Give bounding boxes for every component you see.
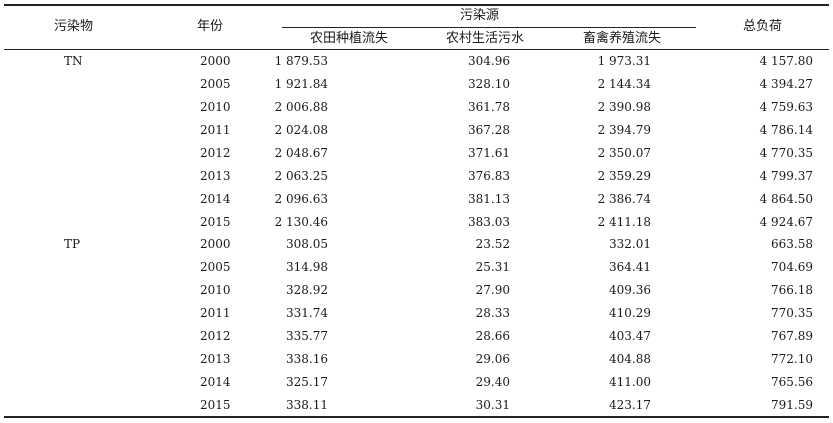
cell-rural: 29.06 xyxy=(475,352,510,367)
cell-total: 772.10 xyxy=(771,352,813,367)
header-farm: 农田种植流失 xyxy=(310,31,389,46)
cell-total: 765.56 xyxy=(771,375,813,390)
cell-rural: 23.52 xyxy=(475,237,510,252)
cell-rural: 383.03 xyxy=(468,214,510,229)
cell-year: 2010 xyxy=(200,99,231,114)
cell-total: 4 770.35 xyxy=(759,145,813,160)
cell-livestock: 423.17 xyxy=(609,397,651,412)
cell-year: 2015 xyxy=(200,214,231,229)
cell-livestock: 411.00 xyxy=(609,375,651,390)
cell-farm: 2 096.63 xyxy=(274,191,328,206)
cell-year: 2012 xyxy=(200,329,231,344)
cell-livestock: 2 394.79 xyxy=(597,122,651,137)
source-group-rule xyxy=(282,27,696,28)
cell-livestock: 2 390.98 xyxy=(597,99,651,114)
cell-rural: 28.33 xyxy=(475,306,510,321)
cell-total: 4 157.80 xyxy=(759,54,813,68)
cell-rural: 376.83 xyxy=(468,168,510,183)
cell-livestock: 410.29 xyxy=(609,306,651,321)
cell-year: 2000 xyxy=(200,237,231,252)
cell-farm: 338.11 xyxy=(286,397,328,412)
cell-pollutant: TP xyxy=(64,237,81,252)
cell-rural: 25.31 xyxy=(475,260,510,275)
cell-livestock: 364.41 xyxy=(609,260,651,275)
cell-total: 4 786.14 xyxy=(759,122,813,137)
cell-rural: 371.61 xyxy=(468,145,510,160)
cell-year: 2000 xyxy=(200,54,231,68)
cell-farm: 338.16 xyxy=(286,352,328,367)
cell-farm: 308.05 xyxy=(286,237,328,252)
cell-pollutant: TN xyxy=(64,54,83,68)
cell-farm: 1 879.53 xyxy=(274,54,328,68)
cell-year: 2010 xyxy=(200,283,231,298)
cell-farm: 314.98 xyxy=(286,260,328,275)
cell-rural: 361.78 xyxy=(468,99,510,114)
header-rule xyxy=(4,49,829,50)
cell-livestock: 332.01 xyxy=(609,237,651,252)
header-year: 年份 xyxy=(197,19,224,34)
cell-rural: 29.40 xyxy=(475,375,510,390)
cell-year: 2015 xyxy=(200,397,231,412)
cell-farm: 335.77 xyxy=(286,329,328,344)
bottom-rule xyxy=(4,416,829,418)
cell-rural: 367.28 xyxy=(468,122,510,137)
cell-livestock: 2 359.29 xyxy=(597,168,651,183)
cell-farm: 2 063.25 xyxy=(274,168,328,183)
cell-rural: 328.10 xyxy=(468,76,510,91)
cell-total: 791.59 xyxy=(771,397,813,412)
cell-farm: 328.92 xyxy=(286,283,328,298)
cell-rural: 304.96 xyxy=(468,54,510,68)
header-source-group: 污染源 xyxy=(460,8,500,23)
cell-total: 663.58 xyxy=(771,237,813,252)
cell-year: 2012 xyxy=(200,145,231,160)
cell-farm: 325.17 xyxy=(286,375,328,390)
header-total: 总负荷 xyxy=(743,19,783,34)
cell-farm: 2 006.88 xyxy=(274,99,328,114)
cell-farm: 2 024.08 xyxy=(274,122,328,137)
cell-total: 4 799.37 xyxy=(759,168,813,183)
cell-livestock: 403.47 xyxy=(609,329,651,344)
cell-year: 2013 xyxy=(200,168,231,183)
cell-livestock: 404.88 xyxy=(609,352,651,367)
cell-year: 2005 xyxy=(200,260,231,275)
cell-total: 4 924.67 xyxy=(759,214,813,229)
cell-farm: 2 130.46 xyxy=(274,214,328,229)
cell-year: 2014 xyxy=(200,191,231,206)
cell-total: 4 864.50 xyxy=(759,191,813,206)
cell-livestock: 2 144.34 xyxy=(597,76,651,91)
cell-livestock: 409.36 xyxy=(609,283,651,298)
cell-total: 4 759.63 xyxy=(759,99,813,114)
cell-livestock: 2 350.07 xyxy=(597,145,651,160)
cell-rural: 28.66 xyxy=(475,329,510,344)
cell-farm: 2 048.67 xyxy=(274,145,328,160)
top-rule xyxy=(4,4,829,6)
cell-rural: 30.31 xyxy=(475,397,510,412)
cell-livestock: 2 386.74 xyxy=(597,191,651,206)
cell-year: 2013 xyxy=(200,352,231,367)
cell-total: 766.18 xyxy=(771,283,813,298)
header-livestock: 畜禽养殖流失 xyxy=(583,31,662,46)
cell-rural: 27.90 xyxy=(475,283,510,298)
cell-year: 2011 xyxy=(200,122,231,137)
header-pollutant: 污染物 xyxy=(54,19,94,34)
cell-livestock: 1 973.31 xyxy=(597,54,651,68)
cell-year: 2011 xyxy=(200,306,231,321)
cell-total: 4 394.27 xyxy=(759,76,813,91)
cell-total: 767.89 xyxy=(771,329,813,344)
cell-year: 2014 xyxy=(200,375,231,390)
cell-year: 2005 xyxy=(200,76,231,91)
header-rural: 农村生活污水 xyxy=(446,31,525,46)
cell-farm: 1 921.84 xyxy=(274,76,328,91)
cell-total: 770.35 xyxy=(771,306,813,321)
cell-rural: 381.13 xyxy=(468,191,510,206)
cell-total: 704.69 xyxy=(771,260,813,275)
cell-farm: 331.74 xyxy=(286,306,328,321)
cell-livestock: 2 411.18 xyxy=(597,214,651,229)
